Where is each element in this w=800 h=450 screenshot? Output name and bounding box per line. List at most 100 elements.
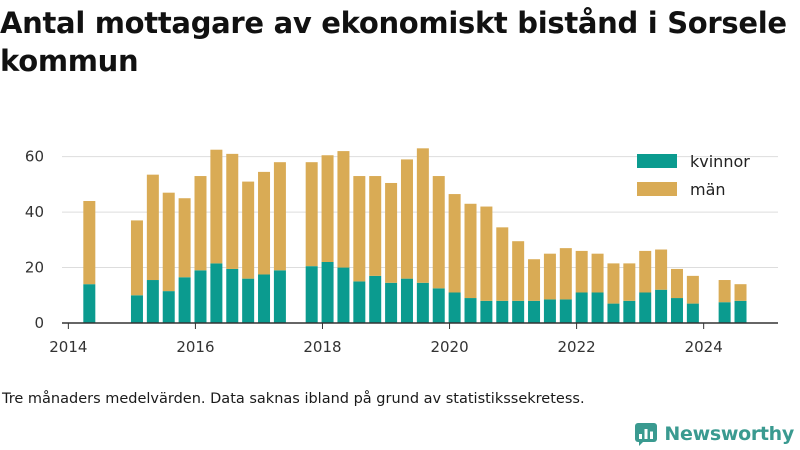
bar-segment-kvinnor bbox=[496, 300, 509, 323]
bar-segment-man bbox=[623, 263, 636, 301]
bar-segment-kvinnor bbox=[400, 278, 413, 323]
bar-segment-kvinnor bbox=[432, 288, 445, 323]
bar-segment-man bbox=[512, 241, 525, 301]
bar-segment-kvinnor bbox=[194, 270, 207, 323]
newsworthy-logo-icon bbox=[635, 423, 658, 446]
bar-segment-man bbox=[353, 176, 366, 282]
bar-segment-man bbox=[432, 176, 445, 289]
x-axis-ticks: 2014 2016 2018 2020 2022 2024 bbox=[49, 323, 723, 356]
bar-segment-man bbox=[337, 151, 350, 268]
bar-segment-man bbox=[480, 206, 493, 301]
bar-segment-man bbox=[321, 155, 334, 262]
bar-segment-man bbox=[178, 198, 191, 278]
bar-segment-man bbox=[464, 203, 477, 299]
bar-segment-man bbox=[400, 159, 413, 279]
bar-segment-man bbox=[130, 220, 143, 296]
bar-segment-man bbox=[496, 227, 509, 301]
x-tick-label: 2014 bbox=[49, 338, 87, 356]
bar-segment-man bbox=[639, 250, 652, 293]
brand-name: Newsworthy bbox=[664, 423, 794, 445]
bar-segment-kvinnor bbox=[305, 266, 318, 323]
legend-label-kvinnor: kvinnor bbox=[690, 152, 750, 171]
bar-segment-man bbox=[607, 263, 620, 304]
x-tick-label: 2016 bbox=[176, 338, 214, 356]
bar-segment-kvinnor bbox=[655, 289, 668, 323]
bar-segment-kvinnor bbox=[130, 295, 143, 323]
bar-segment-kvinnor bbox=[162, 291, 175, 323]
bar-segment-kvinnor bbox=[591, 292, 604, 323]
bar-segment-kvinnor bbox=[464, 298, 477, 323]
bar-segment-kvinnor bbox=[559, 299, 572, 323]
bar-segment-man bbox=[543, 253, 556, 300]
bar-segment-kvinnor bbox=[210, 263, 223, 323]
bar-segment-man bbox=[146, 174, 159, 281]
bar-segment-man bbox=[416, 148, 429, 283]
chart-title: Antal mottagare av ekonomiskt bistånd i … bbox=[0, 6, 787, 78]
bar-segment-man bbox=[305, 162, 318, 267]
bar-segment-man bbox=[210, 149, 223, 264]
legend: kvinnor män bbox=[637, 152, 750, 199]
bar-segment-kvinnor bbox=[83, 284, 96, 323]
bar-segment-man bbox=[670, 268, 683, 299]
x-tick-label: 2018 bbox=[303, 338, 341, 356]
bar-segment-man bbox=[734, 284, 747, 301]
bar-segment-man bbox=[369, 176, 382, 276]
bar-segment-man bbox=[385, 182, 398, 283]
bar-segment-kvinnor bbox=[273, 270, 286, 323]
bar-segment-kvinnor bbox=[178, 277, 191, 323]
bar-segment-man bbox=[194, 176, 207, 271]
bar-segment-kvinnor bbox=[639, 292, 652, 323]
bar-segment-kvinnor bbox=[385, 282, 398, 323]
bar-segment-kvinnor bbox=[528, 300, 541, 323]
bar-segment-man bbox=[273, 162, 286, 271]
bar-segment-man bbox=[655, 249, 668, 290]
bar-segment-kvinnor bbox=[607, 303, 620, 323]
legend-label-man: män bbox=[690, 180, 726, 199]
y-axis-ticks: 0 20 40 60 bbox=[25, 148, 44, 332]
y-tick-label: 20 bbox=[25, 259, 44, 277]
bar-segment-kvinnor bbox=[543, 299, 556, 323]
footnote: Tre månaders medelvärden. Data saknas ib… bbox=[2, 391, 585, 407]
bar-segment-man bbox=[718, 280, 731, 303]
bar-segment-kvinnor bbox=[337, 267, 350, 323]
x-tick-label: 2022 bbox=[558, 338, 596, 356]
bar-segment-kvinnor bbox=[512, 300, 525, 323]
bar-segment-kvinnor bbox=[623, 300, 636, 323]
bar-segment-man bbox=[242, 181, 255, 279]
bar-segment-kvinnor bbox=[416, 282, 429, 323]
bar-segment-man bbox=[591, 253, 604, 293]
bar-segment-man bbox=[575, 250, 588, 293]
legend-swatch-man bbox=[637, 182, 677, 196]
bar-segment-kvinnor bbox=[258, 274, 271, 323]
bar-segment-man bbox=[258, 171, 271, 275]
bar-segment-man bbox=[162, 192, 175, 292]
x-tick-label: 2024 bbox=[685, 338, 723, 356]
stacked-bar-chart: 0 20 40 60 2014 2016 2018 2020 2022 2024 kvinnor… bbox=[25, 148, 778, 356]
bar-segment-kvinnor bbox=[369, 275, 382, 323]
bar-segment-man bbox=[528, 259, 541, 301]
bar-segment-man bbox=[83, 201, 96, 285]
bar-segment-kvinnor bbox=[734, 300, 747, 323]
y-tick-label: 0 bbox=[34, 314, 44, 332]
bar-segment-kvinnor bbox=[670, 298, 683, 323]
legend-swatch-kvinnor bbox=[637, 154, 677, 168]
bar-segment-man bbox=[559, 248, 572, 300]
bars bbox=[83, 148, 747, 323]
bar-segment-kvinnor bbox=[575, 292, 588, 323]
bar-segment-kvinnor bbox=[686, 303, 699, 323]
bar-segment-kvinnor bbox=[242, 278, 255, 323]
bar-segment-kvinnor bbox=[480, 300, 493, 323]
y-tick-label: 40 bbox=[25, 203, 44, 221]
brand-logo[interactable]: Newsworthy bbox=[634, 420, 794, 448]
x-tick-label: 2020 bbox=[430, 338, 468, 356]
y-tick-label: 60 bbox=[25, 148, 44, 166]
bar-segment-kvinnor bbox=[353, 281, 366, 323]
bar-segment-man bbox=[226, 153, 239, 269]
bar-segment-kvinnor bbox=[321, 262, 334, 323]
bar-segment-kvinnor bbox=[146, 280, 159, 323]
bar-segment-man bbox=[686, 275, 699, 304]
bar-segment-kvinnor bbox=[226, 268, 239, 323]
bar-segment-man bbox=[448, 194, 461, 293]
bar-segment-kvinnor bbox=[718, 302, 731, 323]
bar-segment-kvinnor bbox=[448, 292, 461, 323]
